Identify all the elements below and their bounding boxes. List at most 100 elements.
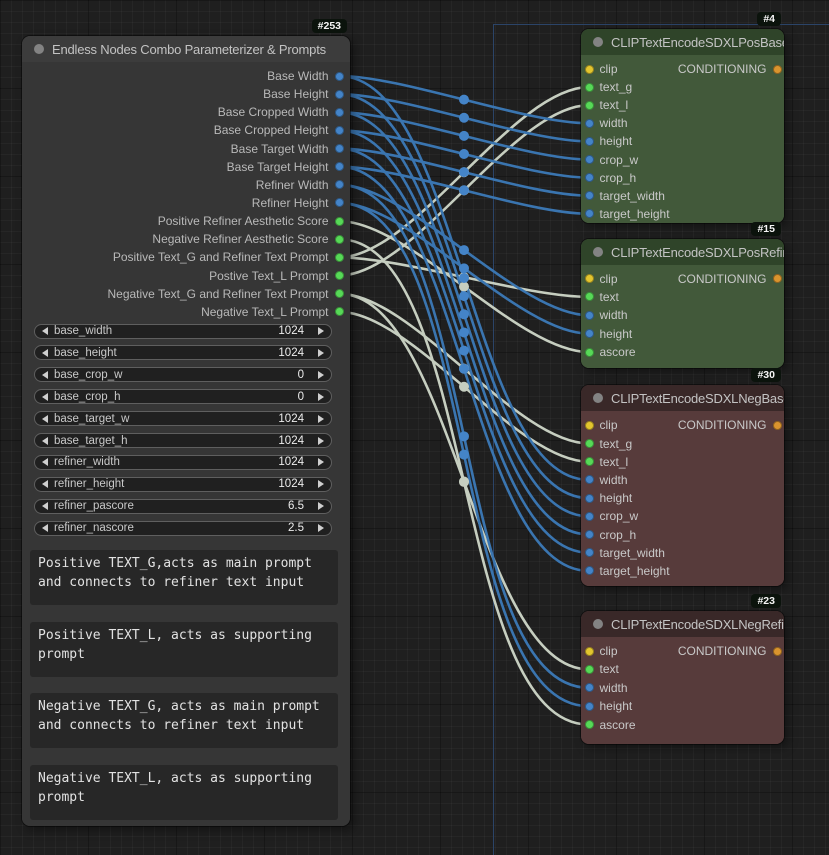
- input-port-dot[interactable]: [584, 209, 594, 219]
- widget-refiner-nascore[interactable]: refiner_nascore 2.5: [34, 520, 332, 536]
- widget-base-height[interactable]: base_height 1024: [34, 345, 332, 361]
- output-port-dot[interactable]: [334, 162, 344, 172]
- decrement-arrow-icon[interactable]: [42, 370, 48, 379]
- decrement-arrow-icon[interactable]: [42, 392, 48, 401]
- node-cliptextencode-sdxl-neg-refiner[interactable]: #23 CLIPTextEncodeSDXLNegRefiner clip tex…: [581, 594, 784, 744]
- link-midpoint-dot[interactable]: [459, 281, 469, 292]
- output-port-dot[interactable]: [772, 646, 782, 656]
- decrement-arrow-icon[interactable]: [42, 327, 48, 335]
- output-port-dot[interactable]: [772, 274, 782, 283]
- prompt-text-box-0[interactable]: Positive TEXT_G,acts as main prompt and …: [30, 550, 338, 605]
- link-midpoint-dot[interactable]: [459, 431, 469, 442]
- increment-arrow-icon[interactable]: [318, 370, 324, 379]
- increment-arrow-icon[interactable]: [318, 436, 324, 445]
- input-port-dot[interactable]: [584, 191, 594, 201]
- input-port-dot[interactable]: [584, 347, 594, 357]
- decrement-arrow-icon[interactable]: [42, 436, 48, 445]
- increment-arrow-icon[interactable]: [318, 348, 324, 357]
- decrement-arrow-icon[interactable]: [42, 524, 48, 533]
- link-midpoint-dot[interactable]: [459, 130, 469, 141]
- node-cliptextencode-sdxl-neg-base[interactable]: #30 CLIPTextEncodeSDXLNegBase clip text_g…: [581, 368, 784, 586]
- decrement-arrow-icon[interactable]: [42, 348, 48, 357]
- link-midpoint-dot[interactable]: [459, 449, 469, 460]
- output-port-dot[interactable]: [334, 216, 344, 226]
- widget-refiner-pascore[interactable]: refiner_pascore 6.5: [34, 498, 332, 514]
- collapse-dot-icon[interactable]: [593, 37, 603, 47]
- output-port-dot[interactable]: [334, 252, 344, 262]
- node-title-bar[interactable]: CLIPTextEncodeSDXLNegBase: [581, 385, 784, 411]
- input-port-dot[interactable]: [584, 530, 594, 539]
- input-port-dot[interactable]: [584, 457, 594, 467]
- node-cliptextencode-sdxl-pos-refiner[interactable]: #15 CLIPTextEncodeSDXLPosRefiner clip tex…: [581, 222, 784, 368]
- link-midpoint-dot[interactable]: [459, 185, 469, 196]
- input-port-dot[interactable]: [584, 329, 594, 339]
- node-title-bar[interactable]: Endless Nodes Combo Parameterizer & Prom…: [22, 36, 350, 62]
- node-cliptextencode-sdxl-pos-base[interactable]: #4 CLIPTextEncodeSDXLPosBase clip text_g t…: [581, 12, 784, 223]
- input-port-dot[interactable]: [584, 136, 594, 146]
- widget-refiner-width[interactable]: refiner_width 1024: [34, 454, 332, 470]
- collapse-dot-icon[interactable]: [593, 393, 603, 403]
- node-title-bar[interactable]: CLIPTextEncodeSDXLNegRefiner: [581, 611, 784, 637]
- output-port-dot[interactable]: [334, 271, 344, 281]
- node-endless-combo-parameterizer[interactable]: #253 Endless Nodes Combo Parameterizer &…: [22, 19, 350, 826]
- widget-base-crop-h[interactable]: base_crop_h 0: [34, 389, 332, 405]
- link-midpoint-dot[interactable]: [459, 327, 469, 338]
- widget-base-width[interactable]: base_width 1024: [34, 323, 332, 339]
- input-port-dot[interactable]: [584, 511, 594, 521]
- link-midpoint-dot[interactable]: [459, 309, 469, 320]
- input-port-dot[interactable]: [584, 646, 594, 656]
- decrement-arrow-icon[interactable]: [42, 458, 48, 467]
- collapse-dot-icon[interactable]: [593, 247, 603, 257]
- decrement-arrow-icon[interactable]: [42, 502, 48, 511]
- increment-arrow-icon[interactable]: [318, 502, 324, 511]
- increment-arrow-icon[interactable]: [318, 480, 324, 489]
- input-port-dot[interactable]: [584, 118, 594, 128]
- input-port-dot[interactable]: [584, 720, 594, 730]
- output-port-dot[interactable]: [334, 89, 344, 99]
- link-midpoint-dot[interactable]: [459, 345, 469, 356]
- widget-refiner-height[interactable]: refiner_height 1024: [34, 476, 332, 492]
- widget-base-target-w[interactable]: base_target_w 1024: [34, 411, 332, 427]
- collapse-dot-icon[interactable]: [34, 44, 44, 54]
- link-midpoint-dot[interactable]: [459, 245, 469, 256]
- node-title-bar[interactable]: CLIPTextEncodeSDXLPosBase: [581, 29, 784, 55]
- collapse-dot-icon[interactable]: [593, 619, 603, 629]
- link-midpoint-dot[interactable]: [459, 476, 469, 487]
- output-port-dot[interactable]: [772, 64, 782, 74]
- output-port-dot[interactable]: [334, 307, 344, 317]
- output-port-dot[interactable]: [334, 71, 344, 81]
- input-port-dot[interactable]: [584, 310, 594, 320]
- input-port-dot[interactable]: [584, 292, 594, 302]
- input-port-dot[interactable]: [584, 82, 594, 92]
- link-midpoint-dot[interactable]: [459, 291, 469, 302]
- input-port-dot[interactable]: [584, 548, 594, 558]
- increment-arrow-icon[interactable]: [318, 392, 324, 401]
- prompt-text-box-2[interactable]: Negative TEXT_G, acts as main prompt and…: [30, 693, 338, 748]
- widget-base-crop-w[interactable]: base_crop_w 0: [34, 367, 332, 383]
- input-port-dot[interactable]: [584, 493, 594, 503]
- widget-base-target-h[interactable]: base_target_h 1024: [34, 433, 332, 448]
- link-midpoint-dot[interactable]: [459, 94, 469, 105]
- increment-arrow-icon[interactable]: [318, 327, 324, 335]
- increment-arrow-icon[interactable]: [318, 458, 324, 467]
- node-title-bar[interactable]: CLIPTextEncodeSDXLPosRefiner: [581, 239, 784, 265]
- input-port-dot[interactable]: [584, 100, 594, 110]
- input-port-dot[interactable]: [584, 475, 594, 485]
- output-port-dot[interactable]: [334, 125, 344, 135]
- output-port-dot[interactable]: [334, 198, 344, 208]
- input-port-dot[interactable]: [584, 420, 594, 430]
- link-midpoint-dot[interactable]: [459, 167, 469, 178]
- output-port-dot[interactable]: [334, 144, 344, 154]
- input-port-dot[interactable]: [584, 155, 594, 164]
- decrement-arrow-icon[interactable]: [42, 480, 48, 489]
- link-midpoint-dot[interactable]: [459, 112, 469, 123]
- increment-arrow-icon[interactable]: [318, 414, 324, 423]
- input-port-dot[interactable]: [584, 683, 594, 693]
- decrement-arrow-icon[interactable]: [42, 414, 48, 423]
- input-port-dot[interactable]: [584, 566, 594, 576]
- output-port-dot[interactable]: [334, 180, 344, 190]
- output-port-dot[interactable]: [772, 420, 782, 430]
- link-midpoint-dot[interactable]: [459, 263, 469, 274]
- increment-arrow-icon[interactable]: [318, 524, 324, 533]
